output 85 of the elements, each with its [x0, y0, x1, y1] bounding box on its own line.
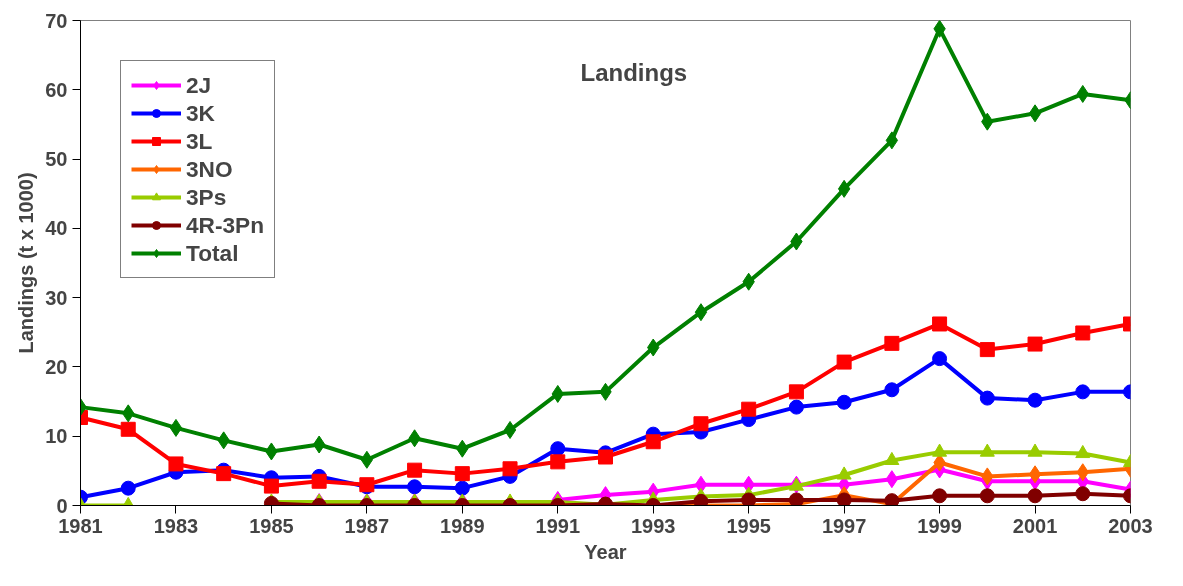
point [311, 473, 327, 489]
point [550, 454, 566, 470]
point [120, 421, 136, 437]
y-tick-label: 30 [45, 286, 68, 309]
point [598, 449, 613, 465]
point [694, 303, 708, 322]
legend-label: Total [186, 239, 239, 267]
point [836, 354, 852, 370]
legend-label: 3K [186, 99, 215, 127]
point [693, 416, 709, 432]
legend-label: 3NO [186, 155, 233, 183]
point [1028, 465, 1042, 484]
point [884, 382, 900, 398]
point [454, 466, 470, 482]
point [837, 179, 851, 198]
point [1075, 384, 1091, 400]
point [645, 434, 661, 450]
legend-label: 2J [186, 71, 212, 99]
point [454, 480, 470, 496]
y-tick-label: 50 [45, 148, 68, 171]
point [979, 443, 995, 457]
point [360, 450, 374, 469]
point [503, 420, 517, 439]
x-tick-label: 1987 [344, 514, 390, 537]
point [836, 492, 852, 506]
point [407, 479, 423, 495]
x-tick-label: 2003 [1108, 514, 1153, 537]
point [884, 335, 900, 351]
point [1075, 325, 1091, 341]
point [836, 394, 852, 410]
x-tick-label: 1993 [630, 514, 676, 537]
point [1075, 444, 1091, 459]
point [933, 20, 946, 38]
x-tick-label: 1999 [917, 514, 962, 537]
point [120, 480, 136, 496]
point [884, 451, 900, 466]
point [932, 488, 948, 504]
y-axis-title: Landings (t x 1000) [15, 172, 38, 354]
point [407, 462, 423, 478]
x-tick-label: 1991 [535, 514, 581, 537]
x-tick-label: 1985 [249, 514, 294, 537]
point [216, 466, 232, 482]
x-tick-label: 1997 [821, 514, 867, 537]
legend-label: 4R-3Pn [186, 211, 265, 239]
y-tick-label: 20 [45, 355, 68, 378]
point [168, 456, 184, 472]
point [169, 418, 183, 437]
point [979, 342, 995, 358]
point [932, 316, 948, 332]
x-tick-label: 1981 [58, 514, 103, 537]
point [885, 131, 899, 150]
point [1027, 336, 1043, 352]
point [1027, 443, 1043, 457]
legend-label: 3L [186, 127, 213, 155]
point [788, 399, 804, 415]
x-tick-label: 1995 [726, 514, 771, 537]
point [741, 492, 757, 506]
x-tick-label: 1989 [440, 514, 485, 537]
point [1027, 392, 1043, 408]
point [550, 441, 566, 457]
point [1028, 104, 1042, 123]
y-tick-label: 60 [45, 78, 68, 101]
x-tick-label: 2001 [1012, 514, 1058, 537]
point [263, 478, 279, 494]
point [932, 443, 948, 457]
point [788, 384, 804, 400]
x-axis-title: Year [584, 540, 627, 563]
y-tick-label: 70 [45, 9, 68, 32]
point [1075, 486, 1091, 502]
y-tick-label: 40 [45, 217, 68, 240]
y-tick-label: 10 [45, 425, 68, 448]
point [979, 488, 995, 504]
point [836, 466, 852, 480]
point [1027, 488, 1043, 504]
point [694, 475, 708, 494]
point [979, 390, 995, 406]
point [885, 470, 899, 489]
y-tick-label: 0 [56, 494, 68, 517]
point [502, 461, 518, 477]
point [932, 351, 948, 367]
x-tick-label: 1983 [153, 514, 199, 537]
point [741, 401, 757, 417]
point [312, 435, 326, 454]
legend-label: 3Ps [186, 183, 227, 211]
text: Landings [580, 58, 688, 86]
